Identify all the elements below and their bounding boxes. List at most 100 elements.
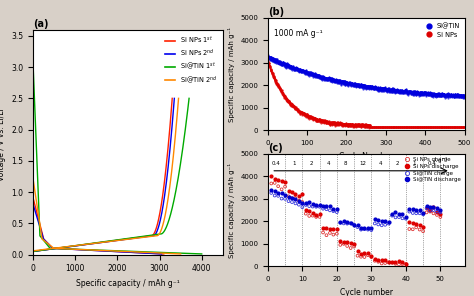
Point bbox=[274, 184, 282, 189]
Text: 1000 mA g⁻¹: 1000 mA g⁻¹ bbox=[273, 29, 322, 38]
Point bbox=[316, 215, 323, 219]
Point bbox=[406, 209, 413, 214]
Point bbox=[329, 226, 337, 231]
Point bbox=[278, 187, 285, 192]
Point bbox=[285, 199, 292, 203]
Text: A g$^{-1}$: A g$^{-1}$ bbox=[432, 156, 448, 166]
Point bbox=[319, 226, 327, 230]
Point bbox=[267, 191, 275, 195]
Point bbox=[385, 259, 392, 264]
Point bbox=[337, 220, 344, 225]
Point bbox=[288, 196, 296, 200]
Point bbox=[347, 241, 355, 245]
Point bbox=[433, 206, 441, 211]
Point bbox=[347, 246, 355, 250]
Point bbox=[426, 209, 434, 214]
Point bbox=[423, 206, 430, 210]
Point bbox=[292, 196, 299, 201]
Point bbox=[271, 188, 279, 193]
Point bbox=[378, 219, 385, 224]
Point bbox=[409, 227, 417, 232]
Point bbox=[357, 226, 365, 230]
Point bbox=[412, 222, 420, 226]
Point bbox=[329, 206, 337, 211]
Point bbox=[333, 231, 341, 236]
Point bbox=[388, 260, 396, 265]
Point bbox=[337, 219, 344, 224]
Point bbox=[343, 220, 351, 225]
Point bbox=[437, 215, 444, 219]
Y-axis label: Voltage / V vs. Li/Li⁺: Voltage / V vs. Li/Li⁺ bbox=[0, 104, 6, 181]
Point bbox=[388, 211, 396, 216]
Point bbox=[333, 227, 341, 232]
Point bbox=[295, 194, 303, 198]
Point bbox=[274, 178, 282, 182]
Point bbox=[364, 225, 372, 230]
Point bbox=[326, 204, 334, 208]
Point bbox=[288, 200, 296, 205]
Point bbox=[292, 192, 299, 196]
Point bbox=[354, 225, 361, 229]
Point bbox=[433, 209, 441, 214]
Point bbox=[374, 218, 382, 222]
Point bbox=[350, 244, 358, 249]
Point bbox=[367, 254, 375, 258]
Point bbox=[316, 205, 323, 209]
Text: 4: 4 bbox=[327, 161, 330, 166]
Point bbox=[309, 204, 317, 209]
Point bbox=[354, 253, 361, 258]
Point bbox=[337, 238, 344, 243]
Point bbox=[388, 213, 396, 218]
Point bbox=[350, 242, 358, 247]
Point bbox=[329, 209, 337, 213]
Point bbox=[364, 227, 372, 232]
Point bbox=[295, 198, 303, 203]
Point bbox=[364, 253, 372, 258]
Point bbox=[271, 181, 279, 185]
Point bbox=[319, 230, 327, 235]
Point bbox=[302, 200, 310, 205]
Point bbox=[278, 196, 285, 201]
Point bbox=[302, 211, 310, 216]
Point bbox=[347, 221, 355, 226]
Point bbox=[281, 180, 289, 184]
Point bbox=[312, 205, 320, 209]
Point bbox=[395, 262, 403, 267]
Text: 1: 1 bbox=[413, 161, 416, 166]
Point bbox=[378, 257, 385, 262]
Point bbox=[285, 194, 292, 199]
Point bbox=[385, 260, 392, 265]
Point bbox=[350, 222, 358, 227]
Point bbox=[367, 255, 375, 259]
Point bbox=[402, 262, 410, 266]
Point bbox=[402, 215, 410, 219]
Legend: Si NPs 1$^{st}$, Si NPs 2$^{nd}$, Si@TiN 1$^{st}$, Si@TiN 2$^{nd}$: Si NPs 1$^{st}$, Si NPs 2$^{nd}$, Si@TiN… bbox=[164, 33, 219, 87]
Text: (c): (c) bbox=[268, 143, 283, 153]
Point bbox=[392, 261, 399, 266]
Point bbox=[274, 194, 282, 198]
Point bbox=[385, 220, 392, 224]
Point bbox=[416, 211, 423, 216]
Point bbox=[281, 184, 289, 189]
Point bbox=[402, 261, 410, 266]
Point bbox=[399, 262, 406, 266]
Point bbox=[423, 206, 430, 211]
Point bbox=[392, 215, 399, 220]
X-axis label: Cycle number: Cycle number bbox=[340, 288, 392, 296]
Text: 0.4: 0.4 bbox=[272, 161, 281, 166]
Point bbox=[437, 210, 444, 215]
Point bbox=[395, 212, 403, 217]
Point bbox=[343, 240, 351, 244]
Point bbox=[419, 210, 427, 215]
Point bbox=[385, 221, 392, 226]
Point bbox=[316, 212, 323, 217]
Point bbox=[388, 259, 396, 264]
Point bbox=[409, 211, 417, 215]
Point bbox=[357, 227, 365, 232]
Point bbox=[329, 232, 337, 237]
Point bbox=[292, 201, 299, 206]
Point bbox=[288, 195, 296, 200]
Point bbox=[395, 215, 403, 219]
Point bbox=[361, 227, 368, 231]
Point bbox=[423, 203, 430, 208]
